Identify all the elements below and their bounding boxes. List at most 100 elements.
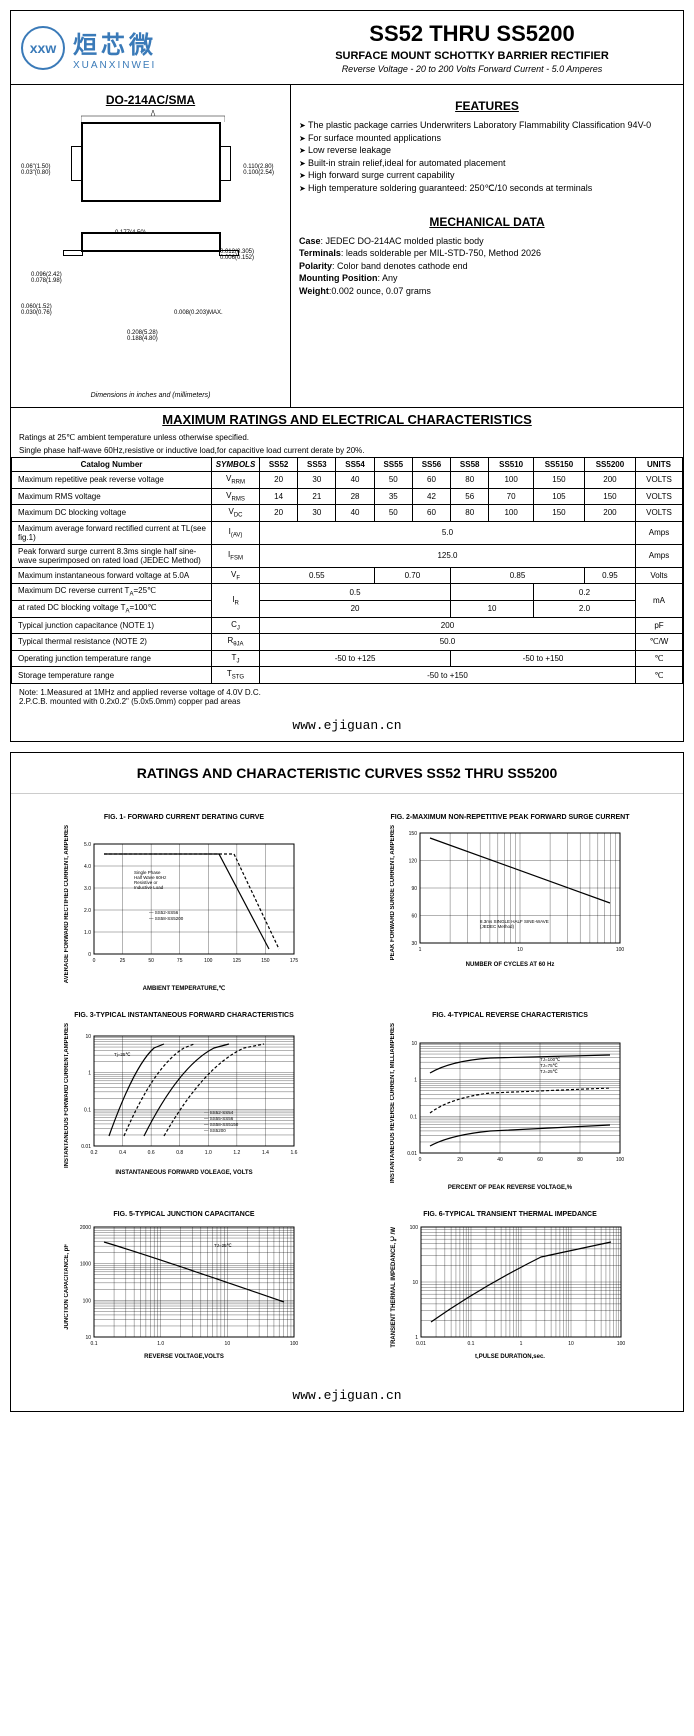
svg-text:1: 1 [414,1078,417,1084]
y-label: TRANSIENT THERMAL IMPEDANCE, ℃/W [390,1227,397,1348]
dim-note: Dimensions in inches and (millimeters) [19,392,282,399]
mech-mounting: Any [382,273,398,283]
x-label: AMBIENT TEMPERATURE,℃ [143,985,226,992]
url-2: www.ejiguan.cn [11,1380,683,1411]
x-label: PERCENT OF PEAK REVERSE VOLTAGE,% [448,1185,572,1191]
subtitle: SURFACE MOUNT SCHOTTKY BARRIER RECTIFIER [271,50,673,62]
svg-text:— SS5200: — SS5200 [204,1128,226,1133]
y-label: INSTANTANEOUS FORWARD CURRENT,AMPERES [64,1023,70,1168]
svg-text:100: 100 [616,947,625,953]
mech-weight: 0.002 ounce, 0.07 grams [331,286,431,296]
svg-text:0.4: 0.4 [119,1150,126,1156]
svg-text:30: 30 [411,941,417,947]
chart-6: FIG. 6-TYPICAL TRANSIENT THERMAL IMPEDAN… [357,1211,663,1360]
page2-title: RATINGS AND CHARACTERISTIC CURVES SS52 T… [11,753,683,794]
svg-text:0: 0 [88,952,91,958]
svg-text:TJ=25℃: TJ=25℃ [540,1069,559,1074]
feature-item: Built-in strain relief,ideal for automat… [299,157,675,170]
header: xxw 烜芯微 XUANXINWEI SS52 THRU SS5200 SURF… [11,11,683,85]
svg-text:1: 1 [415,1335,418,1341]
logo-en: XUANXINWEI [73,60,157,71]
chart-title: FIG. 1- FORWARD CURRENT DERATING CURVE [104,814,264,821]
svg-text:20: 20 [457,1157,463,1163]
svg-text:— SS52-SS54: — SS52-SS54 [204,1110,234,1115]
svg-text:1.0: 1.0 [205,1150,212,1156]
svg-text:50: 50 [148,958,154,964]
y-label: PEAK FORWARD SURGE CURRENT, AMPERES [390,825,396,960]
svg-text:2000: 2000 [80,1225,91,1231]
svg-text:0.01: 0.01 [81,1144,91,1150]
content-row: DO-214AC/SMA 0.06"(1.50) 0.03"(0.80) 0.1… [11,85,683,407]
logo-section: xxw 烜芯微 XUANXINWEI [11,11,261,84]
chart-title: FIG. 6-TYPICAL TRANSIENT THERMAL IMPEDAN… [423,1211,597,1218]
chart-title: FIG. 2-MAXIMUM NON-REPETITIVE PEAK FORWA… [390,814,629,821]
url-1: www.ejiguan.cn [11,710,683,741]
feature-item: High temperature soldering guaranteed: 2… [299,182,675,195]
svg-text:100: 100 [616,1341,625,1347]
dim-d8: 0.208(5.28) 0.188(4.80) [127,330,158,342]
svg-text:1.0: 1.0 [157,1341,164,1347]
svg-text:2.0: 2.0 [84,908,91,914]
specs: Reverse Voltage - 20 to 200 Volts Forwar… [271,64,673,74]
svg-text:3.0: 3.0 [84,886,91,892]
svg-text:100: 100 [290,1341,299,1347]
svg-text:25: 25 [120,958,126,964]
chart-svg: 0.20.40.60.81.01.21.41.60.010.1110Tj=25℃… [74,1031,304,1161]
svg-text:10: 10 [85,1335,91,1341]
chart-4: FIG. 4-TYPICAL REVERSE CHARACTERISTICS I… [357,1012,663,1191]
y-label: AVERAGE FORWARD RECTIFIED CURRENT, AMPER… [64,825,70,983]
feature-item: The plastic package carries Underwriters… [299,119,675,132]
svg-text:125: 125 [233,958,242,964]
mech-terminals: leads solderable per MIL-STD-750, Method… [346,248,541,258]
svg-text:TJ=75℃: TJ=75℃ [540,1063,559,1068]
svg-text:100: 100 [204,958,213,964]
svg-text:0.01: 0.01 [416,1341,426,1347]
y-label: INSTANTANEOUS REVERSE CURRENT, MILLIAMPE… [390,1023,396,1183]
ratings-note1: Ratings at 25℃ ambient temperature unles… [11,431,683,444]
svg-text:1.2: 1.2 [233,1150,240,1156]
svg-text:0.8: 0.8 [176,1150,183,1156]
charts-grid: FIG. 1- FORWARD CURRENT DERATING CURVE A… [11,794,683,1380]
title-section: SS52 THRU SS5200 SURFACE MOUNT SCHOTTKY … [261,11,683,84]
x-label: t,PULSE DURATION,sec. [475,1354,545,1360]
svg-text:60: 60 [537,1157,543,1163]
dim-d5: 0.096(2.42) 0.078(1.98) [31,272,62,284]
chart-svg: 0.11.0101001010010002000TJ=25℃ [74,1222,304,1352]
dim-d7: 0.008(0.203)MAX. [174,310,223,316]
x-label: REVERSE VOLTAGE,VOLTS [144,1354,224,1360]
svg-text:10: 10 [517,947,523,953]
chart-title: FIG. 4-TYPICAL REVERSE CHARACTERISTICS [432,1012,588,1019]
mech-case: JEDEC DO-214AC molded plastic body [326,236,484,246]
package-diagram: 0.06"(1.50) 0.03"(0.80) 0.110(2.80) 0.10… [19,122,282,372]
dim-d1: 0.06"(1.50) 0.03"(0.80) [21,164,50,176]
logo-cn: 烜芯微 [73,25,157,60]
mech-polarity: Color band denotes cathode end [337,261,468,271]
ratings-table: Catalog NumberSYMBOLSSS52SS53SS54SS55SS5… [11,457,683,684]
page-2: RATINGS AND CHARACTERISTIC CURVES SS52 T… [10,752,684,1412]
features-title: FEATURES [299,99,675,113]
svg-text:4.0: 4.0 [84,864,91,870]
svg-text:— SS55-SS56: — SS55-SS56 [204,1116,234,1121]
x-label: NUMBER OF CYCLES AT 60 Hz [466,962,555,968]
svg-text:0: 0 [419,1157,422,1163]
svg-text:100: 100 [409,1225,418,1231]
chart-title: FIG. 5-TYPICAL JUNCTION CAPACITANCE [113,1211,254,1218]
x-label: INSTANTANEOUS FORWARD VOLEAGE, VOLTS [115,1170,252,1176]
package-diagram-col: DO-214AC/SMA 0.06"(1.50) 0.03"(0.80) 0.1… [11,85,291,407]
ratings-footnote: Note: 1.Measured at 1MHz and applied rev… [11,684,683,710]
svg-text:60: 60 [411,913,417,919]
svg-text:0.1: 0.1 [84,1107,91,1113]
svg-text:150: 150 [409,831,418,837]
svg-text:175: 175 [290,958,299,964]
svg-text:10: 10 [85,1034,91,1040]
svg-text:0.01: 0.01 [407,1151,417,1157]
feature-item: For surface mounted applications [299,132,675,145]
svg-text:10: 10 [568,1341,574,1347]
svg-text:1.0: 1.0 [84,930,91,936]
svg-text:150: 150 [261,958,270,964]
svg-text:0: 0 [93,958,96,964]
svg-text:TJ=25℃: TJ=25℃ [214,1243,233,1248]
svg-text:0.1: 0.1 [91,1341,98,1347]
chart-svg: 0204060801000.010.1110TJ=100℃TJ=75℃TJ=25… [400,1038,630,1168]
svg-text:1000: 1000 [80,1262,91,1268]
